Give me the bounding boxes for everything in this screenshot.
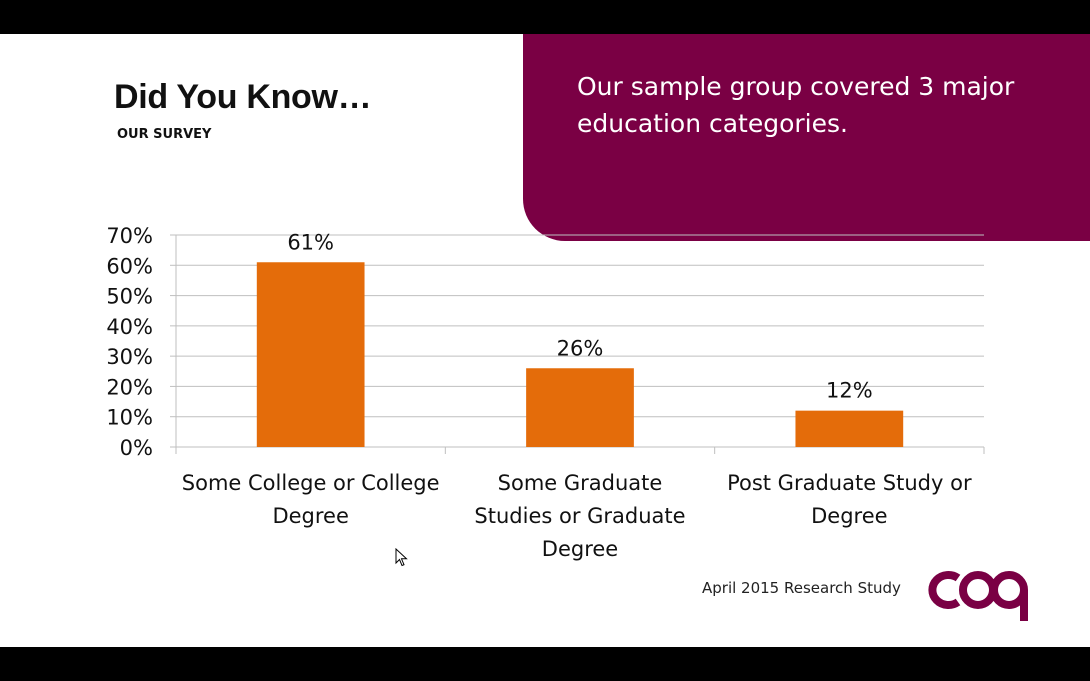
y-tick-label: 70% xyxy=(106,224,153,248)
mouse-cursor-icon xyxy=(395,548,408,567)
x-category-label: Some College or College Degree xyxy=(182,471,440,528)
footer-note: April 2015 Research Study xyxy=(702,579,901,597)
coop-logo xyxy=(928,571,1028,621)
bar xyxy=(795,410,904,447)
y-tick-label: 50% xyxy=(106,285,153,309)
bar xyxy=(526,368,634,447)
data-label: 26% xyxy=(557,336,604,360)
y-tick-label: 60% xyxy=(106,254,153,278)
x-category-label-line: Some College or College xyxy=(182,471,440,495)
x-category-label-line: Degree xyxy=(542,537,618,561)
y-tick-label: 40% xyxy=(106,315,153,339)
y-tick-label: 10% xyxy=(106,406,153,430)
x-category-label: Some Graduate Studies or Graduate Degree xyxy=(474,471,685,561)
x-category-label-line: Some Graduate xyxy=(498,471,663,495)
callout-box: Our sample group covered 3 major educati… xyxy=(523,34,1090,241)
slide: Did You Know… OUR SURVEY Our sample grou… xyxy=(0,34,1090,647)
x-category-label-line: Post Graduate Study or xyxy=(727,471,972,495)
data-label: 61% xyxy=(287,230,334,254)
x-category-label-line: Degree xyxy=(811,504,887,528)
data-label: 12% xyxy=(826,379,873,403)
letterbox-bottom xyxy=(0,647,1090,681)
slide-title: Did You Know… xyxy=(114,78,372,116)
letterbox-top xyxy=(0,0,1090,34)
slide-subtitle: OUR SURVEY xyxy=(117,127,212,142)
y-tick-label: 20% xyxy=(106,375,153,399)
x-category-label-line: Degree xyxy=(272,504,348,528)
callout-text: Our sample group covered 3 major educati… xyxy=(577,72,1015,138)
x-category-label-line: Studies or Graduate xyxy=(474,504,685,528)
x-category-label: Post Graduate Study or Degree xyxy=(727,471,972,528)
bar xyxy=(256,262,365,447)
y-tick-label: 0% xyxy=(120,436,153,460)
bar-chart: 0% 10% 20% 30% 40% 50% 60% 70% 61% Some College o… xyxy=(106,224,985,561)
y-tick-label: 30% xyxy=(106,345,153,369)
